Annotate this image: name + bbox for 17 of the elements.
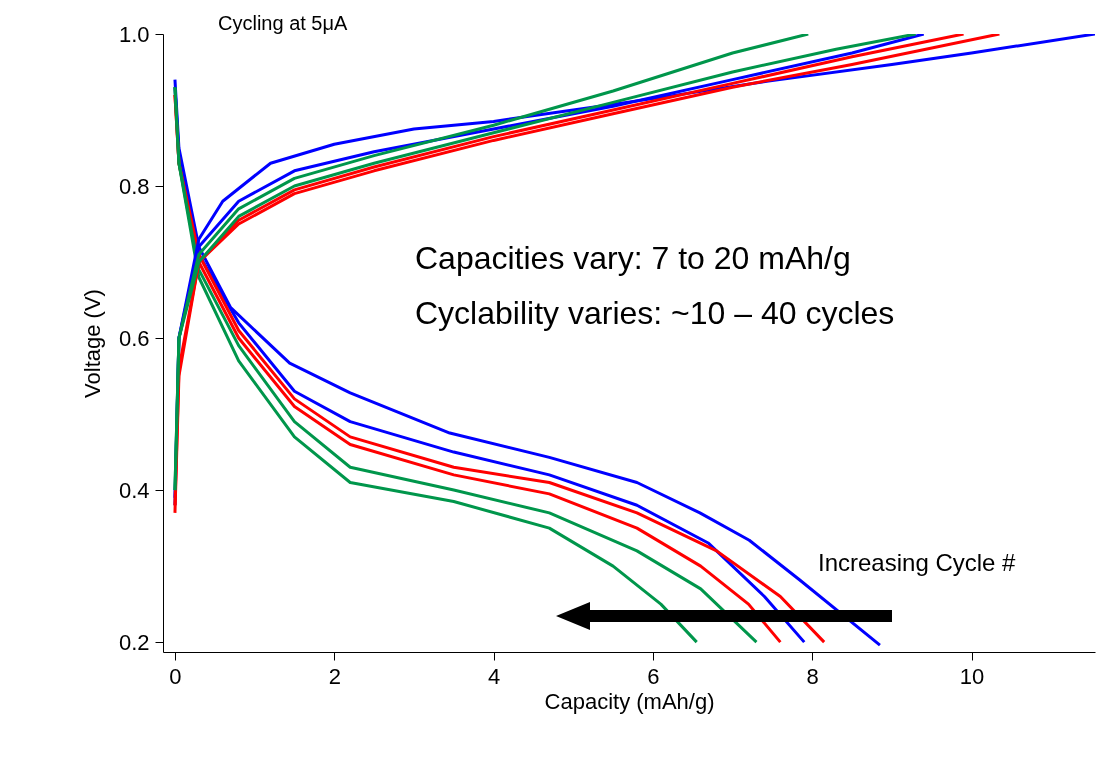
y-tick-label: 1.0 — [118, 21, 150, 47]
annotation: Cyclability varies: ~10 – 40 cycles — [415, 295, 895, 331]
x-tick-label: 10 — [959, 663, 985, 689]
y-tick-label: 0.2 — [118, 629, 150, 655]
y-tick-label: 0.6 — [118, 325, 150, 351]
text: Cycling at 5μA — [218, 12, 349, 34]
annotation: Capacities vary: 7 to 20 mAh/g — [415, 240, 851, 276]
x-tick-label: 2 — [328, 663, 341, 689]
x-tick-label: 0 — [169, 663, 182, 689]
y-tick-label: 0.4 — [118, 477, 150, 503]
x-axis-title: Capacity (mAh/g) — [544, 688, 715, 714]
x-tick-label: 8 — [806, 663, 819, 689]
annotation: Increasing Cycle # — [818, 549, 1017, 576]
x-tick-label: 4 — [487, 663, 501, 689]
x-tick-label: 6 — [647, 663, 660, 689]
y-tick-label: 0.8 — [118, 173, 150, 199]
y-axis-title: Voltage (V) — [79, 289, 105, 398]
